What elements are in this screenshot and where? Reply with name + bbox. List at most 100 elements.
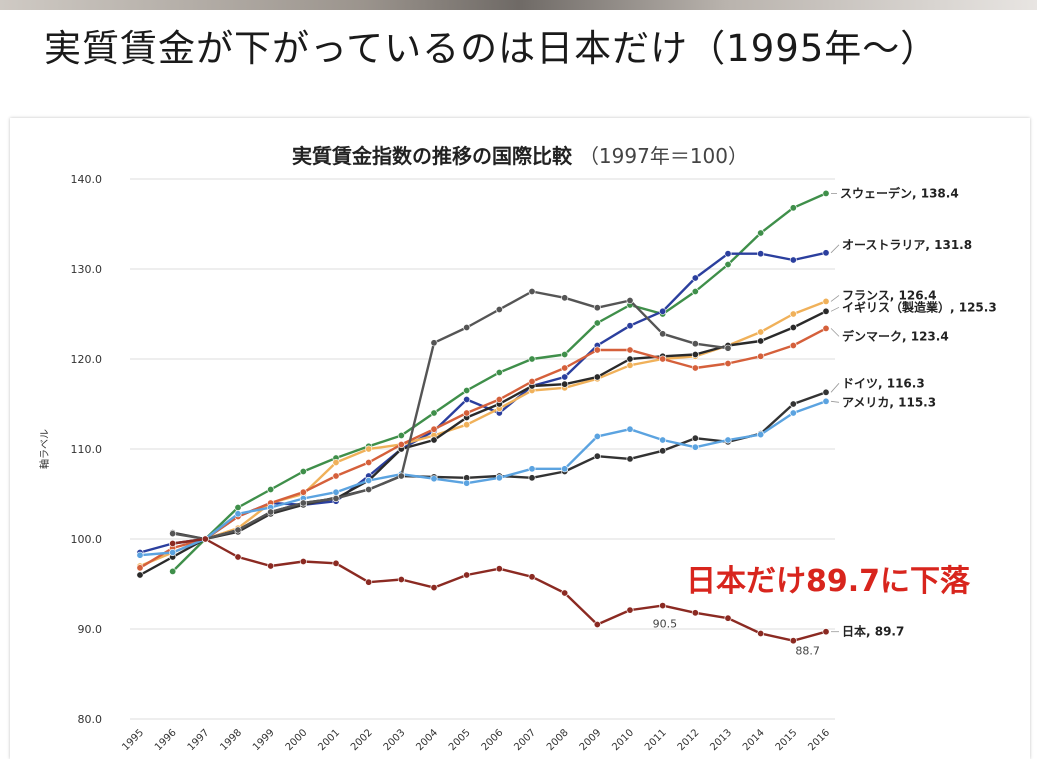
data-point [561, 351, 569, 359]
data-point [169, 539, 177, 547]
chart-panel: 実質賃金指数の推移の国際比較 （1997年＝100） 80.0 90.0 100.0… [10, 118, 1030, 759]
data-point [822, 307, 830, 315]
data-point [789, 310, 797, 318]
data-point [463, 386, 471, 394]
data-point [397, 440, 405, 448]
series-end-label: オーストラリア, 131.8 [842, 238, 972, 252]
y-axis-label: 軸ラベル [38, 429, 51, 469]
data-point [691, 351, 699, 359]
data-point [430, 475, 438, 483]
data-point [430, 425, 438, 433]
data-point [593, 346, 601, 354]
x-tick-label: 2015 [774, 727, 800, 753]
series-line [172, 290, 729, 541]
data-point [593, 620, 601, 628]
data-point [267, 562, 275, 570]
series-line [139, 251, 827, 554]
data-point [822, 388, 830, 396]
data-point [691, 340, 699, 348]
data-point [561, 589, 569, 597]
x-tick-label: 2011 [643, 727, 669, 753]
data-point [201, 535, 209, 543]
x-tick-label: 2012 [676, 727, 702, 753]
leader-line [830, 383, 840, 393]
data-point [299, 499, 307, 507]
data-point [691, 288, 699, 296]
data-point [626, 355, 634, 363]
data-point [789, 400, 797, 408]
data-point [659, 355, 667, 363]
data-point [691, 443, 699, 451]
data-point [822, 397, 830, 405]
data-point [528, 573, 536, 581]
x-tick-label: 2013 [708, 727, 734, 753]
leader-line [830, 400, 840, 403]
data-point [757, 229, 765, 237]
data-point [757, 352, 765, 360]
x-tick-label: 2001 [316, 727, 342, 753]
chart-subtitle: （1997年＝100） [578, 144, 749, 168]
data-point [528, 465, 536, 473]
line-chart: 80.0 90.0 100.0 110.0 120.0 130.0 140.0 軸ラベル 199… [38, 173, 997, 753]
data-point [757, 337, 765, 345]
series-line [139, 400, 827, 557]
data-point [430, 584, 438, 592]
x-tick-label: 2003 [382, 727, 408, 753]
data-point [234, 553, 242, 561]
data-point [267, 485, 275, 493]
data-point [430, 436, 438, 444]
data-point [561, 373, 569, 381]
series-line [139, 310, 827, 577]
data-point [495, 395, 503, 403]
data-point [397, 472, 405, 480]
data-point [365, 578, 373, 586]
data-point [136, 551, 144, 559]
data-point [822, 189, 830, 197]
data-point [626, 425, 634, 433]
data-point [626, 346, 634, 354]
data-point [659, 447, 667, 455]
data-point [659, 602, 667, 610]
data-point [757, 250, 765, 258]
data-point [626, 455, 634, 463]
data-point [724, 261, 732, 269]
data-point [724, 250, 732, 258]
leader-line [830, 295, 840, 302]
data-point [234, 510, 242, 518]
data-point [299, 557, 307, 565]
series-end-label: デンマーク, 123.4 [842, 328, 949, 343]
data-point [593, 304, 601, 312]
data-point [593, 452, 601, 460]
data-point [430, 409, 438, 417]
x-tick-label: 1995 [120, 727, 146, 753]
x-tick-label: 2010 [610, 727, 636, 753]
y-tick-label: 80.0 [78, 713, 103, 726]
data-point [267, 508, 275, 516]
data-point [463, 571, 471, 579]
data-point [757, 629, 765, 637]
y-tick-label: 120.0 [71, 353, 103, 366]
data-point [463, 421, 471, 429]
data-point [463, 324, 471, 332]
slide-headline: 実質賃金が下がっているのは日本だけ（1995年〜） [44, 27, 939, 70]
series-line [139, 327, 827, 569]
chart-title: 実質賃金指数の推移の国際比較 （1997年＝100） [10, 140, 1030, 169]
data-point [463, 479, 471, 487]
data-point [234, 526, 242, 534]
data-point [234, 503, 242, 511]
data-point [724, 360, 732, 368]
data-point [528, 377, 536, 385]
data-point [626, 322, 634, 330]
data-point [365, 458, 373, 466]
x-tick-label: 2008 [545, 727, 571, 753]
x-tick-label: 2004 [414, 727, 440, 753]
leader-line [830, 328, 840, 337]
data-point [757, 328, 765, 336]
x-tick-label: 2014 [741, 727, 767, 753]
y-tick-label: 90.0 [78, 623, 103, 636]
data-point [169, 548, 177, 556]
data-point [397, 431, 405, 439]
data-point [691, 434, 699, 442]
data-point [789, 204, 797, 212]
top-photo-strip [0, 0, 1037, 10]
